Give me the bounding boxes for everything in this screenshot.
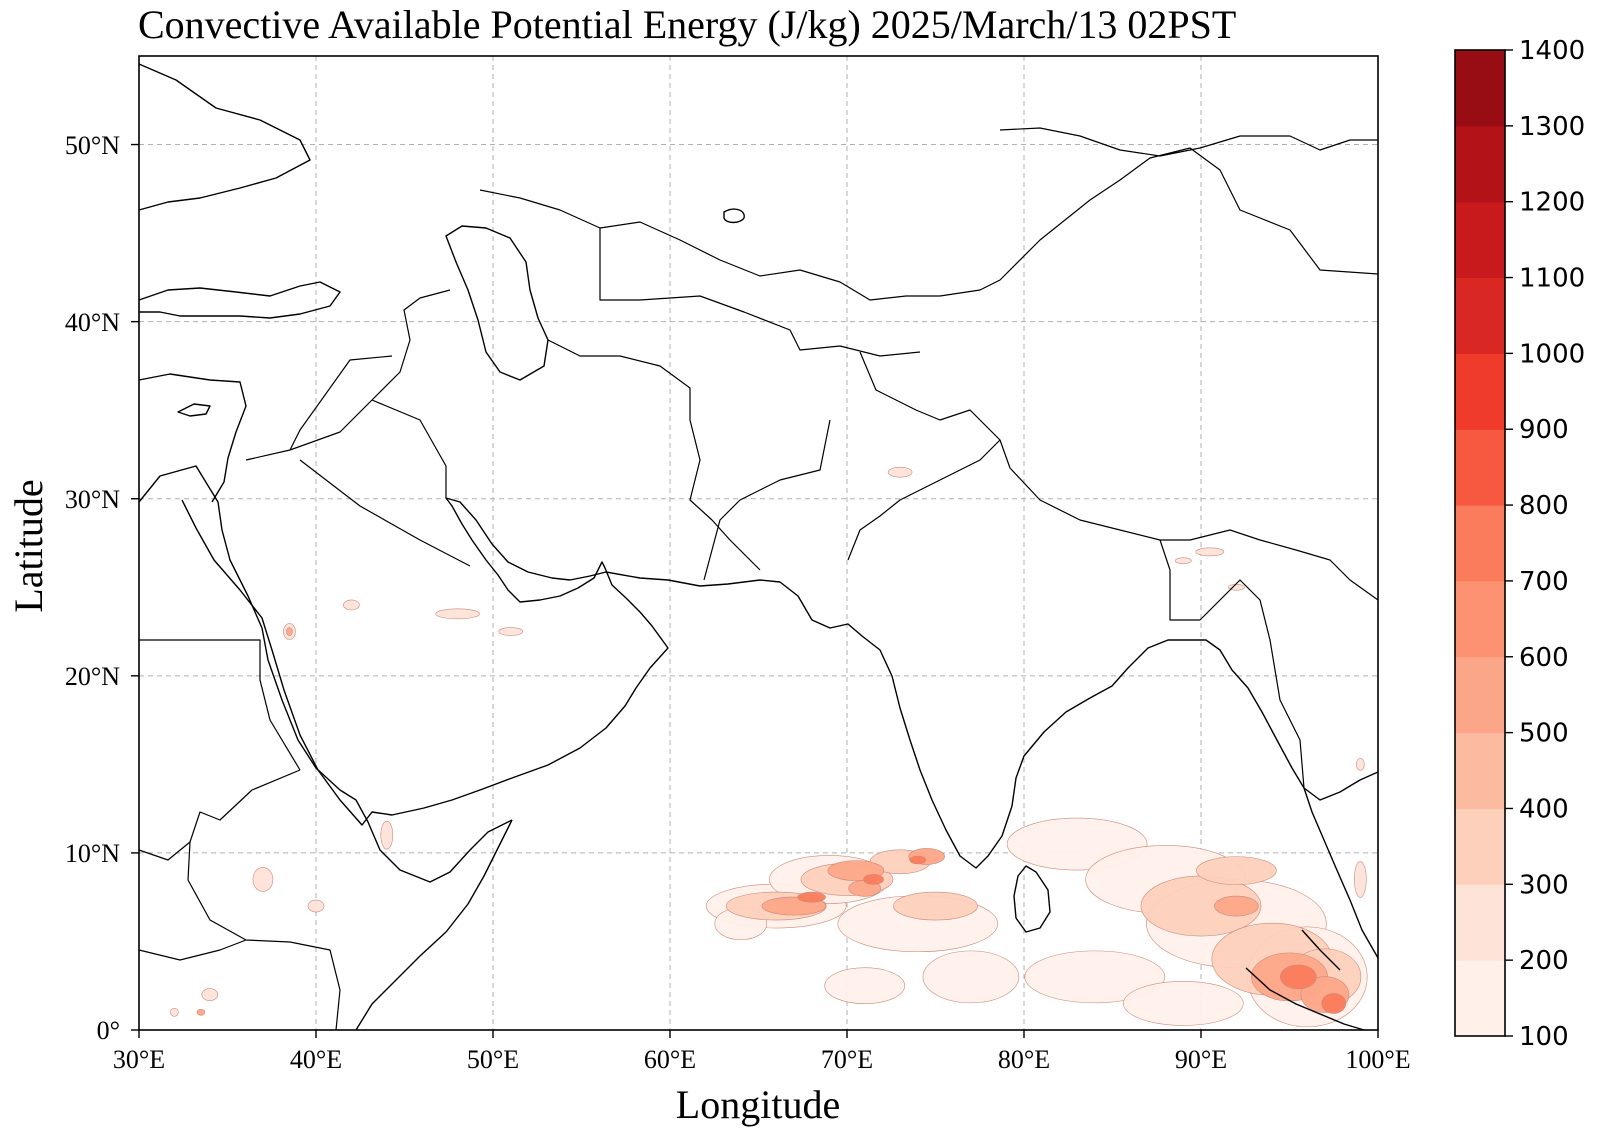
cape-region-scattered <box>498 627 524 636</box>
colorbar-segment <box>1455 125 1505 203</box>
colorbar-segment <box>1455 353 1505 430</box>
cyprus <box>177 403 211 417</box>
colorbar-tick-label: 500 <box>1519 719 1569 749</box>
colorbar-tick-label: 800 <box>1519 491 1569 521</box>
coastline-iran <box>445 497 1379 869</box>
colorbar-tick-label: 1000 <box>1519 339 1585 369</box>
sri-lanka <box>1013 865 1051 933</box>
cape-region-scattered <box>1195 547 1225 557</box>
colorbar-segment <box>1455 580 1505 658</box>
x-tick-label: 30°E <box>113 1045 165 1074</box>
colorbar-segment <box>1455 201 1505 279</box>
cape-region-arabian-sea <box>893 891 978 921</box>
colorbar-tick-label: 900 <box>1519 415 1569 445</box>
coastline-horn-of-africa <box>355 819 513 1031</box>
cape-region-bay-of-bengal <box>1196 856 1277 885</box>
aral-sea <box>723 208 745 224</box>
cape-region-arabian-sea <box>797 891 826 903</box>
y-tick-label: 0° <box>97 1016 120 1045</box>
cape-region-scattered <box>435 608 480 620</box>
colorbar-frame <box>1454 49 1506 1037</box>
colorbar-segment <box>1455 277 1505 354</box>
colorbar-segment <box>1455 505 1505 582</box>
x-tick-label: 60°E <box>644 1045 696 1074</box>
cape-region-scattered <box>252 867 274 892</box>
colorbar-segment <box>1455 808 1505 885</box>
x-tick-label: 70°E <box>821 1045 873 1074</box>
border-china-mongolia <box>939 127 1379 297</box>
cape-region-scattered <box>1354 861 1367 898</box>
cape-region-bay-of-bengal <box>1280 964 1317 990</box>
cape-shading-layer <box>170 466 1368 1028</box>
colorbar-tick-label: 1300 <box>1519 112 1585 142</box>
colorbar-tick-label: 700 <box>1519 567 1569 597</box>
colorbar-segment <box>1455 884 1505 961</box>
y-axis-label: Latitude <box>6 479 51 612</box>
x-tick-label: 50°E <box>467 1045 519 1074</box>
mediterranean-east <box>138 373 247 503</box>
cape-region-scattered <box>201 988 219 1001</box>
colorbar-segment <box>1455 732 1505 809</box>
cape-region-arabian-sea <box>863 874 884 885</box>
colorbar-segment <box>1455 50 1505 127</box>
cape-region-scattered <box>286 627 293 636</box>
x-tick-label: 40°E <box>290 1045 342 1074</box>
map-frame <box>138 55 1379 1031</box>
cape-region-bay-of-bengal <box>1024 950 1166 1004</box>
coastline-southeast-asia <box>1303 787 1379 959</box>
y-tick-label: 10°N <box>65 839 120 868</box>
border-middle-east <box>245 289 471 567</box>
cape-region-scattered <box>343 599 360 611</box>
cape-region-arabian-sea <box>909 855 927 865</box>
cape-region-scattered <box>380 820 394 850</box>
colorbar-tick-label: 100 <box>1519 1022 1569 1052</box>
cape-region-bay-of-bengal <box>1123 981 1244 1026</box>
x-axis-label: Longitude <box>676 1082 840 1127</box>
coastline-red-sea-west <box>138 465 513 883</box>
colorbar-tick-label: 400 <box>1519 794 1569 824</box>
colorbar-segment <box>1455 960 1505 1037</box>
x-tick-label: 100°E <box>1345 1045 1410 1074</box>
cape-region-bay-of-bengal <box>1321 993 1347 1014</box>
y-tick-label: 20°N <box>65 662 120 691</box>
cape-region-scattered <box>196 1008 206 1016</box>
cape-region-scattered <box>1356 758 1365 771</box>
axis-ticks <box>131 143 1379 1038</box>
y-tick-label: 50°N <box>65 131 120 160</box>
colorbar: 100 200 300 400 500 600 700 800 900 1000 1100 1200 1… <box>1454 36 1585 1052</box>
y-tick-labels: 0° 10°N 20°N 30°N 40°N 50°N <box>65 131 120 1045</box>
colorbar-tick-label: 600 <box>1519 643 1569 673</box>
chart-title: Convective Available Potential Energy (J… <box>138 2 1236 47</box>
colorbar-tick-label: 200 <box>1519 946 1569 976</box>
x-tick-label: 80°E <box>998 1045 1050 1074</box>
cape-region-bay-of-bengal <box>1214 895 1259 917</box>
coastline-sumatra <box>1245 929 1365 1031</box>
y-tick-label: 40°N <box>65 308 120 337</box>
border-south-asia <box>703 351 1379 789</box>
colorbar-segment <box>1455 429 1505 506</box>
colorbar-tick-label: 300 <box>1519 870 1569 900</box>
caspian-sea <box>445 225 549 381</box>
x-tick-label: 90°E <box>1175 1045 1227 1074</box>
colorbar-segment <box>1455 656 1505 734</box>
border-africa <box>138 639 341 1031</box>
coastline-red-sea-east <box>181 497 669 826</box>
cape-region-scattered <box>170 1007 179 1017</box>
coastlines-and-borders <box>138 63 1379 1031</box>
colorbar-tick-label: 1100 <box>1519 264 1585 294</box>
cape-region-scattered <box>307 899 325 913</box>
cape-region-arabian-sea <box>922 950 1020 1004</box>
x-tick-labels: 30°E 40°E 50°E 60°E 70°E 80°E 90°E 100°E <box>113 1045 1411 1074</box>
coastline-north <box>138 63 311 211</box>
cape-region-arabian-sea <box>824 967 906 1005</box>
cape-region-scattered <box>1175 557 1192 565</box>
colorbar-tick-label: 1200 <box>1519 188 1585 218</box>
cape-region-scattered <box>887 466 913 478</box>
y-tick-label: 30°N <box>65 485 120 514</box>
colorbar-tick-label: 1400 <box>1519 36 1585 66</box>
black-sea <box>138 281 341 319</box>
